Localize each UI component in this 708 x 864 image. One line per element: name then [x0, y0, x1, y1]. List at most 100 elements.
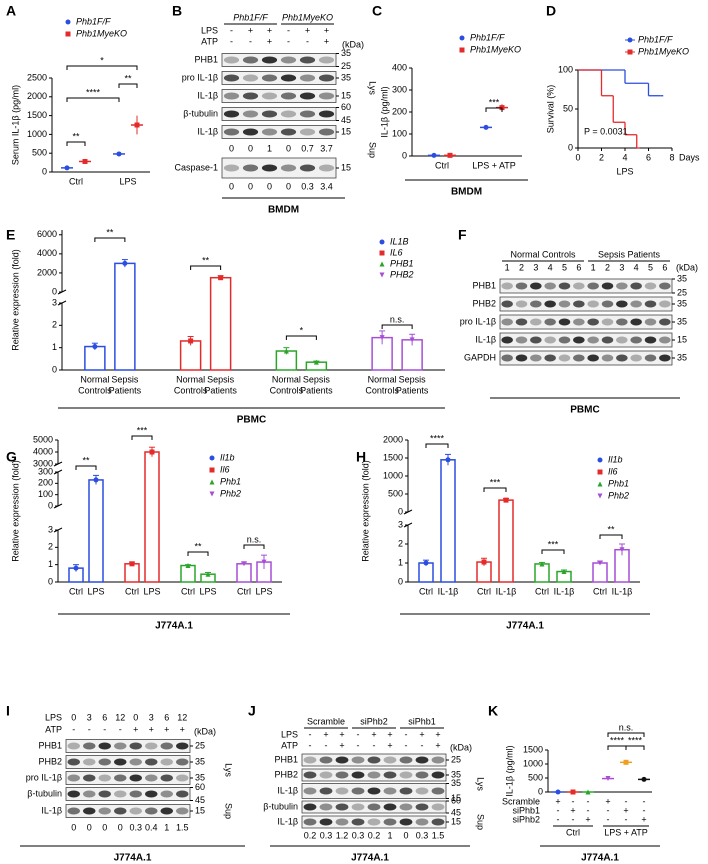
lane-label: 2 [519, 262, 524, 272]
blot-row-label: β-tubulin [27, 788, 62, 798]
blot-band [530, 318, 542, 326]
y-axis-label: Serum IL-1β (pg/ml) [10, 85, 20, 165]
kda-label: 35 [195, 756, 205, 766]
significance-label: n.s. [390, 314, 405, 324]
blot-band [129, 742, 142, 750]
blot-band [335, 787, 349, 795]
group-header: Scramble [307, 716, 345, 726]
marker [116, 151, 122, 157]
significance-label: *** [548, 539, 559, 549]
bar [114, 262, 136, 371]
marker [641, 776, 647, 782]
condition-value: - [625, 814, 628, 824]
treatment-value: + [323, 729, 328, 739]
blot-band [261, 128, 278, 136]
x-tick-label: IL-1β [496, 586, 517, 596]
y-tick-label: 0 [42, 166, 47, 176]
x-tick-label: LPS [255, 586, 272, 596]
blot-band [558, 282, 571, 290]
treatment-value: + [387, 740, 392, 750]
y-tick-label: 1 [398, 557, 403, 567]
blot-strip [65, 787, 191, 801]
blot-band [280, 110, 297, 118]
treatment-label: LPS [45, 712, 62, 722]
blot-band [558, 300, 571, 308]
marker [379, 335, 385, 341]
blot-band [67, 742, 80, 750]
quantification: 0.2 [304, 830, 317, 840]
blot-row-label: IL-1β [197, 126, 218, 136]
blot-band [530, 336, 542, 344]
lane-label: 4 [548, 262, 553, 272]
x-tick-label: Patients [396, 385, 429, 395]
x-tick-label: Sepsis [399, 374, 427, 384]
treatment-value: 3 [149, 712, 154, 722]
marker [379, 261, 385, 267]
y-tick-label: 0 [398, 506, 403, 516]
kda-label: 15 [451, 816, 461, 826]
y-tick-label: 1500 [27, 110, 47, 120]
x-tick-label: Patients [300, 385, 333, 395]
blot-band [501, 318, 513, 326]
legend-label: Il1b [608, 454, 623, 464]
quantification: 1 [267, 143, 272, 153]
blot-band [601, 354, 614, 362]
y-tick-label: 0 [568, 142, 573, 152]
blot-band [501, 354, 513, 362]
blot-row-label: IL-1β [197, 90, 218, 100]
significance-label: ** [194, 541, 202, 551]
blot-band [318, 110, 335, 118]
caption: J774A.1 [155, 621, 193, 632]
kda-header: (kDa) [676, 262, 698, 272]
condition-label: siPhb2 [512, 814, 540, 824]
blot-band [515, 354, 528, 362]
blot-row-label: PHB1 [194, 54, 218, 64]
blot-band [318, 92, 335, 100]
treatment-value: 0 [133, 712, 138, 722]
panel-label: F [458, 227, 467, 243]
blot-band [544, 336, 556, 344]
treatment-value: + [149, 724, 154, 734]
blot-band [558, 318, 571, 326]
quantification: 0 [286, 143, 291, 153]
marker [597, 457, 603, 463]
blot-strip [221, 107, 337, 121]
y-tick-label: 50 [563, 103, 573, 113]
caption: J774A.1 [506, 621, 544, 632]
x-tick-label: IL-1β [612, 586, 633, 596]
blot-band [630, 318, 642, 326]
kda-label: 45 [195, 795, 205, 805]
blot-band [114, 807, 127, 815]
blot-band [83, 774, 96, 782]
panel-label: E [6, 227, 15, 243]
blot-band [659, 354, 671, 362]
x-tick-label: Controls [174, 385, 208, 395]
blot-band [351, 818, 365, 826]
blot-row-label: IL-1β [277, 785, 298, 795]
marker [619, 547, 625, 553]
blot-row-label: IL-1β [41, 805, 62, 815]
blot-band [367, 787, 381, 795]
blot-row-label: PHB2 [472, 298, 496, 308]
legend-label: Phb1MyeKO [470, 44, 521, 54]
y-tick-label: 0 [52, 364, 57, 374]
lane-label: 5 [562, 262, 567, 272]
x-tick-label: Ctrl [435, 160, 449, 170]
axis-break [53, 469, 63, 475]
treatment-label: ATP [281, 740, 298, 750]
treatment-value: - [88, 724, 91, 734]
significance-label: ** [202, 255, 210, 265]
treatment-value: - [373, 740, 376, 750]
axis-break [53, 461, 63, 467]
quantification: 0.4 [145, 822, 158, 832]
y-tick-label: 1500 [383, 452, 403, 462]
condition-value: - [587, 805, 590, 815]
blot-band [431, 803, 445, 811]
blot-band [573, 354, 585, 362]
treatment-value: + [324, 25, 329, 35]
significance-label: **** [86, 87, 101, 97]
marker [129, 561, 135, 567]
legend-label: Phb1 [608, 478, 629, 488]
treatment-value: 0 [71, 712, 76, 722]
caption: PBMC [570, 405, 599, 416]
